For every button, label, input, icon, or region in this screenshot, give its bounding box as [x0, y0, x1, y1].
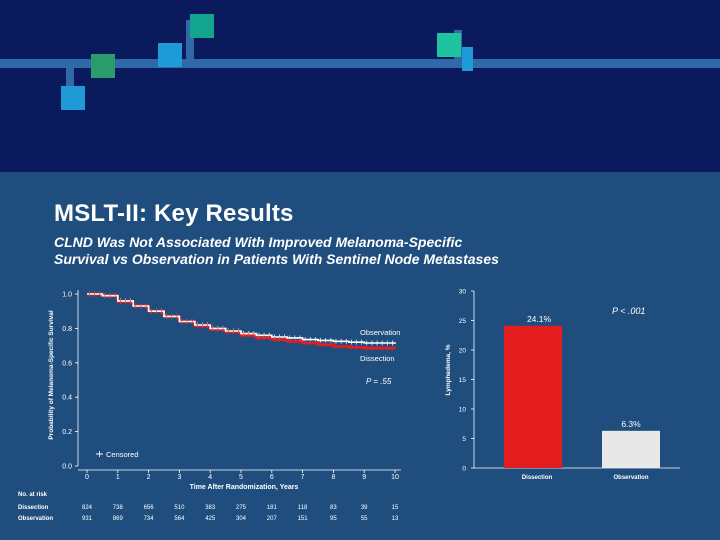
km-series-label-observation: Observation [360, 328, 400, 337]
header-banner [0, 0, 720, 172]
bar-dissection [504, 325, 562, 468]
km-x-tick-label: 6 [270, 474, 274, 481]
km-x-tick-label: 0 [85, 474, 89, 481]
km-at-risk-value: 181 [267, 505, 278, 511]
subtitle-line: CLND Was Not Associated With Improved Me… [54, 234, 463, 250]
bar-y-tick-label: 15 [459, 377, 467, 384]
km-x-tick-label: 7 [301, 474, 305, 481]
decor-square-blue [462, 47, 473, 71]
km-y-tick-label: 0.6 [62, 360, 72, 367]
decor-square-blue [61, 86, 85, 110]
km-x-tick-label: 4 [208, 474, 212, 481]
km-p-value: P = .55 [366, 377, 392, 386]
km-at-risk-value: 656 [144, 505, 155, 511]
bar-y-tick-label: 30 [459, 289, 467, 296]
km-at-risk-value: 510 [174, 505, 185, 511]
page-subtitle: CLND Was Not Associated With Improved Me… [54, 234, 654, 268]
km-at-risk-value: 15 [392, 505, 399, 511]
bar-y-tick-label: 0 [462, 466, 466, 473]
header-stripe [0, 59, 720, 68]
bar-value-label: 6.3% [621, 419, 641, 429]
decor-square-blue [158, 43, 182, 67]
km-at-risk-value: 738 [113, 505, 124, 511]
header-stripe-vertical-2 [186, 20, 194, 60]
bar-y-tick-label: 25 [459, 318, 467, 325]
km-at-risk-value: 275 [236, 505, 247, 511]
subtitle-line: Survival vs Observation in Patients With… [54, 251, 499, 267]
km-at-risk-value: 39 [361, 505, 368, 511]
km-y-tick-label: 0.8 [62, 326, 72, 333]
km-at-risk-value: 13 [392, 516, 399, 522]
km-at-risk-value: 931 [82, 516, 93, 522]
km-y-axis-label: Probability of Melanoma-Specific Surviva… [48, 310, 55, 440]
km-at-risk-value: 118 [298, 505, 308, 511]
km-at-risk-row-label: Dissection [18, 505, 49, 511]
bar-category-label: Observation [613, 475, 648, 481]
km-plot: Probability of Melanoma-Specific Surviva… [18, 290, 401, 522]
page-title: MSLT-II: Key Results [54, 200, 294, 227]
km-at-risk-value: 425 [205, 516, 216, 522]
km-y-tick-label: 0.4 [62, 395, 72, 402]
km-x-tick-label: 9 [362, 474, 366, 481]
km-at-risk-value: 151 [298, 516, 309, 522]
km-x-tick-label: 3 [177, 474, 181, 481]
bar-value-label: 24.1% [527, 314, 552, 324]
km-at-risk-value: 55 [361, 516, 368, 522]
km-at-risk-value: 824 [82, 505, 93, 511]
bar-category-label: Dissection [522, 475, 553, 481]
km-series-label-dissection: Dissection [360, 354, 395, 363]
km-x-tick-label: 1 [116, 474, 120, 481]
decor-square-green [190, 14, 214, 38]
km-x-tick-label: 8 [331, 474, 335, 481]
bar-y-axis-label: Lymphedema, % [445, 344, 452, 395]
km-x-tick-label: 10 [391, 474, 399, 481]
km-legend-label: Censored [106, 450, 139, 459]
lymphedema-bar-chart: Lymphedema, % P < .001 0 5 10 15 20 25 30 24.1%… [445, 289, 680, 481]
decor-square-teal [437, 33, 461, 57]
km-at-risk-value: 564 [174, 516, 185, 522]
km-at-risk-value: 304 [236, 516, 247, 522]
km-at-risk-value: 383 [205, 505, 216, 511]
km-at-risk-value: 95 [330, 516, 337, 522]
bar-p-value: P < .001 [612, 306, 645, 316]
km-x-axis-label: Time After Randomization, Years [190, 484, 299, 491]
km-y-tick-label: 0.2 [62, 429, 72, 436]
bar-y-tick-label: 20 [459, 348, 467, 355]
km-at-risk-value: 734 [144, 516, 155, 522]
bar-y-tick-label: 5 [462, 436, 466, 443]
km-at-risk-value: 869 [113, 516, 124, 522]
decor-square-green [91, 54, 115, 78]
km-x-tick-label: 2 [147, 474, 151, 481]
km-y-tick-label: 1.0 [62, 292, 72, 299]
km-at-risk-value: 83 [330, 505, 337, 511]
km-at-risk-title: No. at risk [18, 492, 48, 498]
km-at-risk-value: 207 [267, 516, 278, 522]
km-y-tick-label: 0.0 [62, 464, 72, 471]
bar-observation [602, 430, 660, 468]
km-at-risk-row-label: Observation [18, 516, 53, 522]
km-x-tick-label: 5 [239, 474, 243, 481]
bar-y-tick-label: 10 [459, 407, 467, 414]
